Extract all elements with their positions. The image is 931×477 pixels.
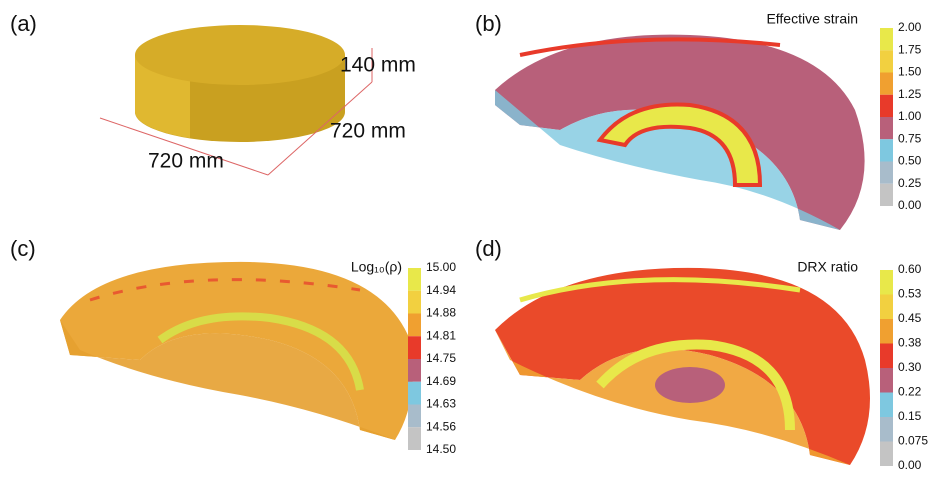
- colorbar-tick-label: 14.69: [426, 374, 456, 388]
- colorbar-segment: [880, 295, 893, 320]
- colorbar-tick-label: 2.00: [898, 20, 922, 34]
- colorbar-tick-label: 1.25: [898, 87, 922, 101]
- colorbar-tick-label: 14.88: [426, 306, 456, 320]
- colorbar-tick-label: 0.00: [898, 198, 922, 212]
- dimension-label: 720 mm: [148, 150, 224, 173]
- colorbar-tick-label: 0.00: [898, 458, 922, 472]
- colorbar-segment: [880, 117, 893, 139]
- colorbar-segment: [880, 139, 893, 161]
- dimension-label: 720 mm: [330, 120, 406, 143]
- billet: [100, 25, 372, 175]
- colorbar-segment: [880, 344, 893, 369]
- colorbar-tick-label: 15.00: [426, 260, 456, 274]
- panel-label: (a): [10, 11, 37, 36]
- colorbar-segment: [408, 382, 421, 405]
- colorbar-segment: [880, 73, 893, 95]
- colorbar-tick-label: 14.63: [426, 397, 456, 411]
- panel-label: (c): [10, 236, 36, 261]
- colorbar-segment: [880, 184, 893, 206]
- figure: (a) 140 mm 720 mm 720 mm (b) (c) (d) Eff…: [0, 0, 931, 477]
- colorbar-tick-label: 14.75: [426, 351, 456, 365]
- colorbar-tick-label: 0.22: [898, 385, 922, 399]
- colorbar-segment: [880, 442, 893, 467]
- colorbar-tick-label: 0.38: [898, 336, 922, 350]
- colorbar-tick-label: 0.53: [898, 287, 922, 301]
- colorbar-segment: [408, 268, 421, 291]
- colorbar-tick-label: 14.94: [426, 283, 456, 297]
- colorbar-tick-label: 0.50: [898, 154, 922, 168]
- colorbar-segment: [880, 319, 893, 344]
- panel-label: (b): [475, 11, 502, 36]
- dislocation-model: [60, 262, 413, 440]
- strain-model: [495, 35, 865, 230]
- colorbar-tick-label: 1.75: [898, 42, 922, 56]
- colorbar-tick-label: 0.75: [898, 131, 922, 145]
- colorbar-segment: [408, 405, 421, 428]
- colorbar-segment: [408, 336, 421, 359]
- colorbar-title: Effective strain: [766, 11, 858, 27]
- colorbar-segment: [880, 95, 893, 117]
- colorbar-segment: [880, 270, 893, 295]
- colorbar-segment: [408, 359, 421, 382]
- dimension-label: 140 mm: [340, 54, 416, 77]
- panel-label: (d): [475, 236, 502, 261]
- colorbar-tick-label: 0.45: [898, 311, 922, 325]
- colorbar-tick-label: 1.00: [898, 109, 922, 123]
- colorbar-tick-label: 0.25: [898, 176, 922, 190]
- colorbar-segment: [880, 28, 893, 50]
- colorbar-segment: [408, 427, 421, 450]
- colorbar-tick-label: 0.15: [898, 409, 922, 423]
- colorbar-tick-label: 14.56: [426, 419, 456, 433]
- colorbar-title: DRX ratio: [797, 259, 858, 275]
- colorbar-segment: [880, 50, 893, 72]
- colorbar-title: Log₁₀(ρ): [351, 259, 402, 275]
- colorbar-tick-label: 0.075: [898, 434, 928, 448]
- colorbar-segment: [880, 162, 893, 184]
- colorbar-tick-label: 14.50: [426, 442, 456, 456]
- colorbar-tick-label: 1.50: [898, 65, 922, 79]
- colorbar-segment: [880, 417, 893, 442]
- colorbar-segment: [880, 368, 893, 393]
- colorbar-tick-label: 0.60: [898, 262, 922, 276]
- colorbar-segment: [408, 291, 421, 314]
- drx-model: [495, 268, 870, 465]
- colorbar-segment: [880, 393, 893, 418]
- colorbar-segment: [408, 314, 421, 337]
- colorbar-tick-label: 0.30: [898, 360, 922, 374]
- colorbar-tick-label: 14.81: [426, 328, 456, 342]
